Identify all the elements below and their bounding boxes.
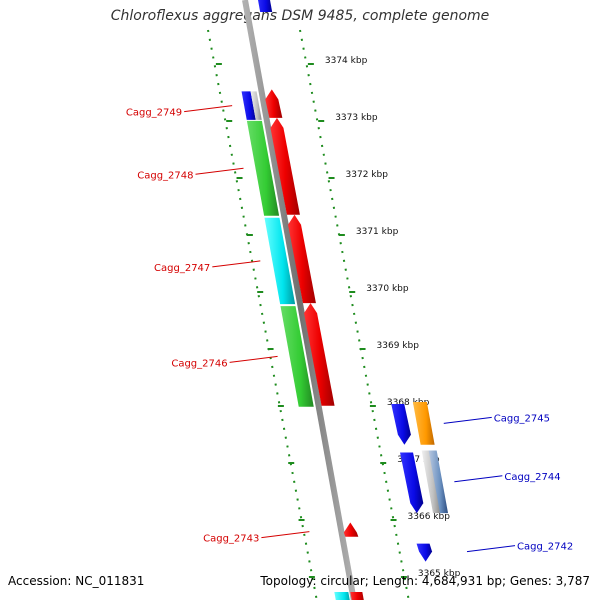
- gene-features: [241, 0, 449, 600]
- cds-arrow-Cagg_2749: [265, 89, 283, 118]
- ruler-tick-label: 3374 kbp: [325, 56, 368, 66]
- cds-arrow-Cagg_2745: [391, 404, 411, 445]
- leader-line-Cagg_2746: [229, 355, 278, 363]
- ruler-tick-label: 3370 kbp: [366, 284, 409, 294]
- class-block-2749a: [241, 91, 256, 120]
- backbone-line: [242, 0, 357, 600]
- leader-line-Cagg_2744: [454, 475, 503, 483]
- gene-label-Cagg_2748[interactable]: Cagg_2748: [137, 170, 193, 181]
- gene-label-Cagg_2746[interactable]: Cagg_2746: [171, 358, 227, 369]
- class-block-2748: [246, 120, 280, 216]
- gene-label-Cagg_2742[interactable]: Cagg_2742: [517, 542, 573, 553]
- class-block-2744a: [421, 450, 442, 514]
- leader-line-Cagg_2743: [261, 531, 310, 539]
- class-block-2744b: [428, 450, 449, 514]
- accession-text: Accession: NC_011831: [8, 574, 145, 588]
- genome-backbone: [242, 0, 357, 600]
- gene-label-Cagg_2749[interactable]: Cagg_2749: [126, 108, 182, 119]
- ruler-tick-label: 3372 kbp: [346, 170, 389, 180]
- kbp-ruler: 3374 kbp 3373 kbp 3372 kbp 3371 kbp 3370 kbp…: [207, 29, 461, 600]
- cds-arrow-Cagg_2743: [343, 522, 359, 537]
- class-block-2747: [264, 217, 296, 305]
- leader-line-Cagg_2745: [443, 416, 492, 424]
- ruler-tick-label: 3369 kbp: [377, 341, 420, 351]
- genome-summary: Topology: circular; Length: 4,684,931 bp…: [260, 574, 590, 588]
- leader-line-Cagg_2748: [195, 167, 244, 175]
- cds-arrow-Cagg_2746: [304, 303, 335, 406]
- partial-feature-bottom-a: [334, 592, 350, 600]
- cds-arrow-Cagg_2748: [270, 117, 300, 215]
- ruler-tick-label: 3373 kbp: [335, 113, 378, 123]
- cds-arrow-Cagg_2742: [416, 543, 433, 562]
- class-block-2745: [412, 402, 435, 445]
- cds-arrow-Cagg_2747: [288, 214, 316, 304]
- cds-arrow-Cagg_2744: [400, 452, 424, 514]
- ruler-tick-label: 3368 kbp: [387, 398, 430, 408]
- leader-line-Cagg_2742: [466, 545, 516, 553]
- gene-label-Cagg_2744[interactable]: Cagg_2744: [504, 472, 560, 483]
- ruler-tick-label: 3366 kbp: [408, 512, 451, 522]
- ruler-tick-label: 3371 kbp: [356, 227, 399, 237]
- class-block-2749b: [250, 91, 262, 120]
- leader-line-Cagg_2747: [212, 260, 261, 268]
- gene-label-Cagg_2743[interactable]: Cagg_2743: [203, 534, 259, 545]
- ruler-tick-label: 3365 kbp: [418, 569, 461, 579]
- gene-label-Cagg_2747[interactable]: Cagg_2747: [154, 263, 210, 274]
- partial-feature-bottom-b: [350, 592, 364, 600]
- partial-feature-top: [258, 0, 273, 12]
- map-title: Chloroflexus aggregans DSM 9485, complet…: [110, 8, 490, 24]
- gene-label-Cagg_2745[interactable]: Cagg_2745: [494, 413, 550, 424]
- gene-labels: Cagg_2749 Cagg_2748 Cagg_2747 Cagg_2746 Cagg…: [126, 105, 573, 553]
- class-block-2746: [280, 306, 314, 407]
- ruler-tick-label: 3367 kbp: [397, 455, 440, 465]
- leader-line-Cagg_2749: [184, 105, 233, 113]
